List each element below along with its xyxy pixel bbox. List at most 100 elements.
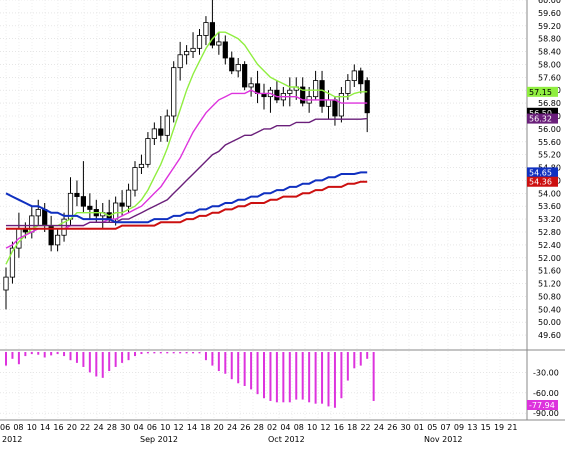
- candle-body: [358, 70, 364, 85]
- price-tag-label: 56.50: [529, 109, 552, 118]
- candle[interactable]: [345, 74, 351, 100]
- price-tick-label: 58.80: [538, 35, 561, 44]
- date-tick-label: 09: [454, 423, 464, 432]
- candle[interactable]: [3, 267, 9, 310]
- price-tag-box: [527, 176, 558, 187]
- candle-body: [332, 99, 338, 117]
- candle-body: [338, 93, 345, 117]
- candle[interactable]: [164, 109, 170, 142]
- osc-tag-label: -77.94: [529, 401, 555, 410]
- candle[interactable]: [9, 241, 16, 284]
- candle[interactable]: [196, 29, 203, 55]
- candle[interactable]: [319, 70, 325, 113]
- candle-body: [158, 128, 164, 136]
- candle[interactable]: [183, 45, 190, 65]
- candle[interactable]: [300, 77, 306, 107]
- candle-body: [364, 80, 370, 114]
- candle-body: [164, 115, 170, 136]
- candle[interactable]: [35, 199, 41, 226]
- candle[interactable]: [125, 183, 132, 213]
- candle-body: [312, 80, 319, 98]
- date-tick-label: 06: [147, 423, 157, 432]
- candle-body: [55, 234, 61, 246]
- date-tick-label: 22: [80, 423, 90, 432]
- candle[interactable]: [80, 161, 86, 213]
- candle[interactable]: [351, 64, 357, 87]
- candle-body: [300, 86, 306, 104]
- candle[interactable]: [312, 70, 319, 100]
- candle-body: [287, 89, 293, 94]
- candle-body: [42, 209, 48, 226]
- price-tag-label: 57.15: [529, 88, 552, 97]
- date-tick-label: 13: [467, 423, 477, 432]
- candle[interactable]: [203, 16, 209, 46]
- candle[interactable]: [235, 58, 241, 78]
- candle-body: [171, 67, 177, 117]
- price-tick-label: 59.20: [538, 22, 561, 31]
- price-tag: 54.36: [527, 176, 558, 187]
- candle-body: [325, 99, 332, 107]
- candle[interactable]: [138, 154, 145, 174]
- candle[interactable]: [119, 190, 125, 216]
- date-tick-label: 06: [0, 423, 10, 432]
- candle[interactable]: [222, 35, 228, 65]
- candle[interactable]: [55, 228, 61, 252]
- candle-body: [216, 41, 222, 46]
- price-tag-box: [527, 113, 558, 124]
- price-tick-label: 54.00: [538, 189, 561, 198]
- candle[interactable]: [338, 87, 345, 123]
- date-tick-label: 16: [334, 423, 344, 432]
- date-tick-label: 18: [200, 423, 210, 432]
- moving-average-line: [5, 31, 368, 265]
- candle-body: [74, 192, 80, 197]
- candle[interactable]: [151, 122, 157, 145]
- price-tick-label: 52.40: [538, 241, 561, 250]
- candle[interactable]: [171, 61, 177, 123]
- candle[interactable]: [158, 116, 164, 142]
- date-tick-label: 14: [187, 423, 197, 432]
- price-tick-label: 57.60: [538, 73, 561, 82]
- moving-average-lines: [5, 31, 368, 265]
- candle[interactable]: [358, 67, 364, 94]
- candle-body: [113, 202, 119, 220]
- candle[interactable]: [229, 51, 235, 75]
- candle[interactable]: [242, 61, 248, 91]
- oscillator-bars: [5, 352, 375, 408]
- date-tick-label: 21: [507, 423, 517, 432]
- moving-average-line: [5, 171, 368, 224]
- price-tick-label: 58.00: [538, 60, 561, 69]
- date-tick-label: 10: [27, 423, 37, 432]
- candle-body: [190, 47, 196, 52]
- date-tick-label: 04: [280, 423, 290, 432]
- price-tag-label: 54.36: [529, 178, 552, 187]
- candle[interactable]: [216, 32, 222, 55]
- candle[interactable]: [248, 77, 254, 97]
- date-tick-label: 22: [360, 423, 370, 432]
- price-tag-box: [527, 86, 558, 97]
- candle-body: [235, 64, 241, 72]
- price-tick-label: 50.40: [538, 305, 561, 314]
- candle[interactable]: [364, 77, 370, 133]
- price-tick-label: 50.00: [538, 318, 561, 327]
- price-tick-label: 55.60: [538, 138, 561, 147]
- price-tick-label: 49.60: [538, 331, 561, 340]
- price-tick-label: 53.60: [538, 202, 561, 211]
- candle[interactable]: [87, 193, 93, 220]
- candle[interactable]: [74, 180, 80, 207]
- candle[interactable]: [287, 77, 293, 107]
- candle[interactable]: [177, 41, 183, 81]
- candle[interactable]: [132, 161, 138, 197]
- osc-tick-label: -30.00: [533, 368, 559, 377]
- price-tick-label: 60.00: [538, 0, 561, 5]
- price-tag: 54.65: [527, 167, 558, 178]
- moving-average-line: [6, 117, 368, 227]
- osc-tag: -77.94: [527, 399, 558, 410]
- candle[interactable]: [190, 32, 196, 58]
- candle[interactable]: [145, 132, 151, 168]
- candle-body: [209, 22, 215, 46]
- candle-body: [138, 163, 145, 168]
- date-tick-label: 15: [481, 423, 491, 432]
- candle[interactable]: [209, 0, 215, 49]
- candle-body: [203, 22, 209, 36]
